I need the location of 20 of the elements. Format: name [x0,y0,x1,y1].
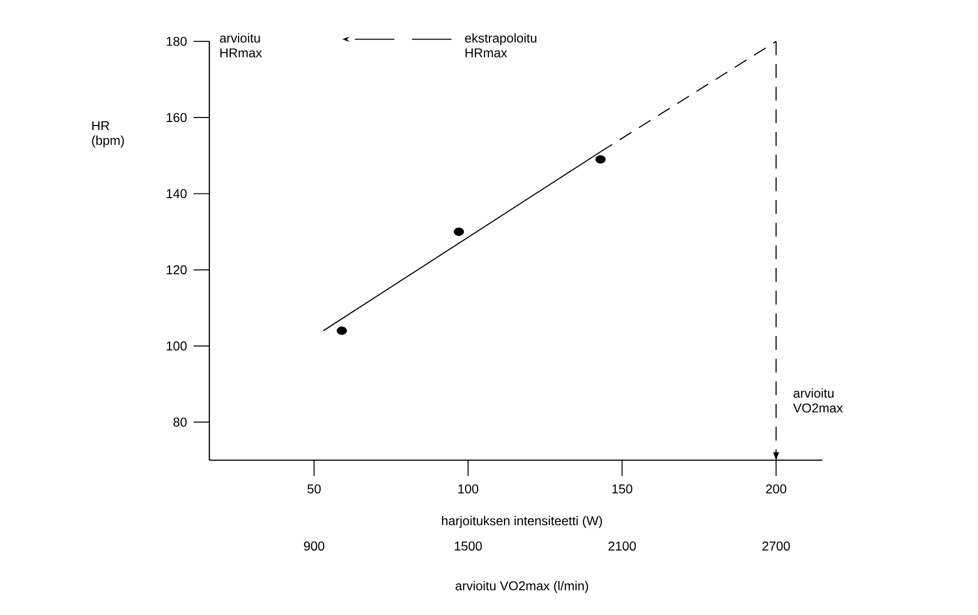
annotation: arvioitu HRmax [220,33,262,58]
annotation: ekstrapoloitu HRmax [465,33,536,58]
x2-tick-label: 1500 [454,542,482,551]
y-axis-title: HR (bpm) [92,121,124,148]
y-tick-label: 100 [166,341,187,351]
x-tick-label: 150 [612,484,632,494]
y-tick-label: 120 [166,265,187,274]
x-axis-title: harjoituksen intensiteetti (W) [442,516,602,528]
x-tick-label: 100 [458,484,478,494]
x-tick-label: 50 [307,484,321,494]
annotation: arvioitu VO2max [793,388,843,413]
y-tick-label: 140 [166,189,187,198]
x2-axis-title: arvioitu VO2max (l/min) [456,580,588,593]
y-tick-label: 160 [166,113,187,122]
y-tick-label: 180 [166,36,187,46]
y-tick-label: 80 [173,418,187,427]
x-tick-label: 200 [766,484,786,494]
x2-tick-label: 2100 [608,542,636,551]
x2-tick-label: 900 [304,542,324,551]
x2-tick-label: 2700 [762,542,790,551]
